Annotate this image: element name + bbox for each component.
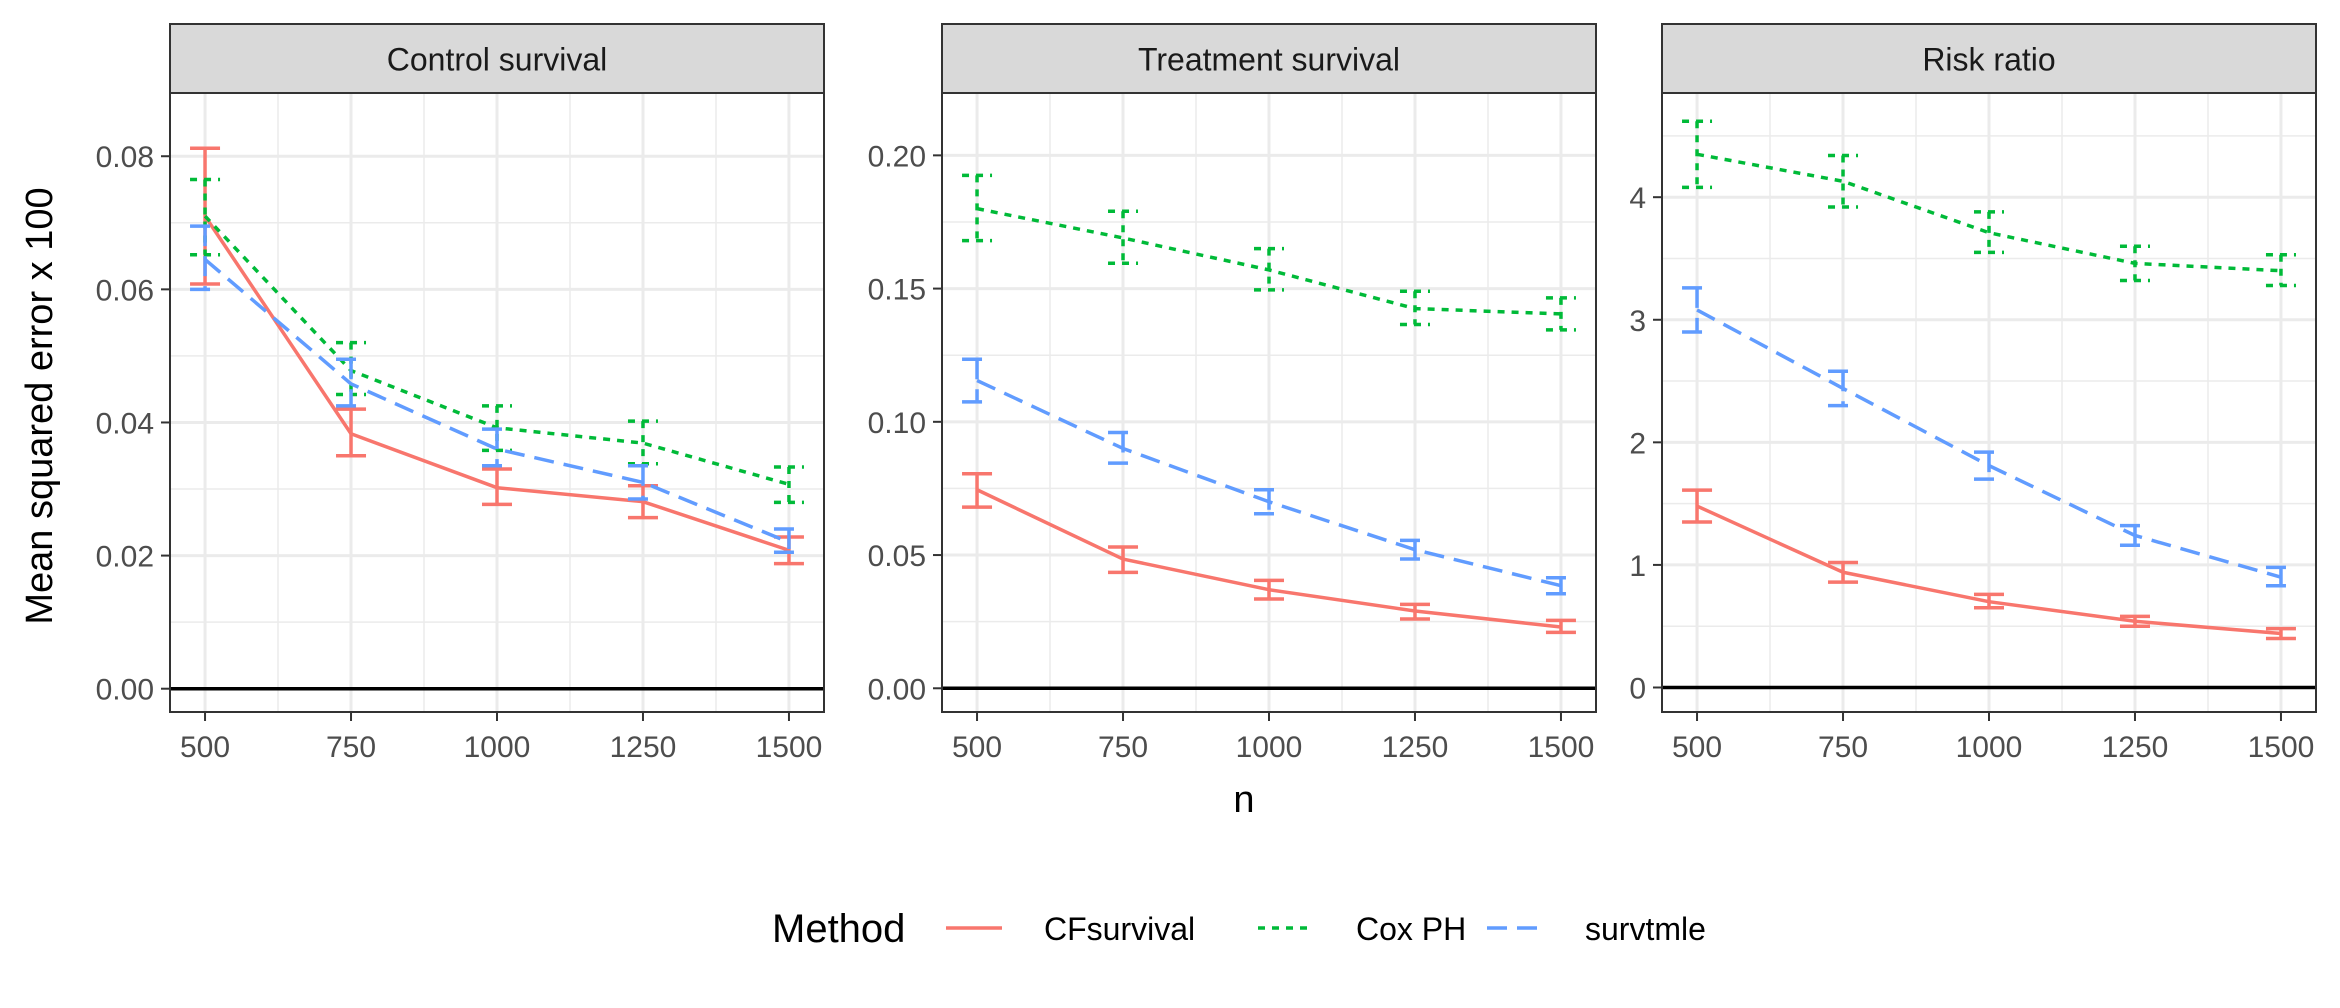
- legend-entries: CFsurvival Cox PH survtmle: [946, 911, 1706, 947]
- facet-title: Risk ratio: [1922, 42, 2055, 78]
- legend-entry-cfsurvival: CFsurvival: [946, 911, 1195, 947]
- y-tick-label: 0.08: [96, 141, 154, 174]
- error-bar: [190, 224, 221, 292]
- facet-title: Control survival: [387, 42, 608, 78]
- series-line: [203, 258, 790, 544]
- series-cfsurvival: [1682, 488, 2296, 641]
- y-tick-label: 0.10: [868, 407, 926, 440]
- facet-panel-1: Control survival 0.00 0.02 0.04 0.06 0.08 500 7…: [96, 23, 825, 764]
- y-tick-label: 0.20: [868, 140, 926, 173]
- y-tick-label: 0.06: [96, 274, 154, 307]
- error-bar: [627, 419, 658, 466]
- y-axis-label: Mean squared error x 100: [19, 187, 61, 624]
- series-survtmle: [962, 357, 1576, 596]
- facet-panels: Control survival 0.00 0.02 0.04 0.06 0.08 500 7…: [96, 23, 2317, 764]
- series-cfsurvival: [190, 146, 804, 566]
- series-line: [976, 488, 1562, 629]
- error-bar: [1682, 286, 1713, 334]
- x-tick-label: 1000: [1956, 731, 2023, 764]
- error-bar: [962, 357, 993, 404]
- series-line: [976, 206, 1562, 316]
- y-tick-label: 0.15: [868, 274, 926, 307]
- y-tick-label: 1: [1629, 550, 1646, 583]
- error-bar: [1545, 575, 1576, 596]
- x-tick-label: 750: [1818, 731, 1868, 764]
- x-tick-label: 1250: [610, 731, 677, 764]
- error-bar: [2265, 253, 2296, 288]
- error-bar: [482, 404, 512, 453]
- legend-label: CFsurvival: [1044, 911, 1195, 947]
- y-tick-label: 0.05: [868, 540, 926, 573]
- error-bar: [627, 463, 658, 501]
- error-bar: [773, 527, 804, 555]
- error-bar: [1108, 209, 1139, 266]
- y-tick-label: 0.04: [96, 407, 154, 440]
- x-tick-label: 1250: [1382, 731, 1449, 764]
- error-bar: [773, 465, 804, 505]
- x-tick-label: 1500: [2248, 731, 2315, 764]
- series-line: [976, 378, 1562, 588]
- x-tick-label: 1500: [756, 731, 823, 764]
- x-tick-label: 750: [1098, 731, 1148, 764]
- y-tick-label: 0: [1629, 672, 1646, 705]
- series-line: [203, 215, 790, 552]
- x-axis-label: n: [1233, 779, 1254, 821]
- facet-panel-3: Risk ratio 0 1 2 3 4 500 750 1000 1250 1500: [1629, 23, 2317, 764]
- error-bar: [1545, 296, 1576, 332]
- legend-label: Cox PH: [1356, 911, 1466, 947]
- facet-strip: [941, 23, 1597, 94]
- series-line: [1696, 504, 2282, 636]
- y-tick-label: 4: [1629, 182, 1646, 215]
- y-tick-label: 0.00: [96, 674, 154, 707]
- legend-label: survtmle: [1585, 911, 1706, 947]
- series-cox-ph: [962, 173, 1576, 332]
- x-tick-label: 1000: [1236, 731, 1303, 764]
- x-tick-label: 1250: [2102, 731, 2169, 764]
- x-tick-label: 500: [952, 731, 1002, 764]
- facet-strip: [169, 23, 825, 94]
- x-tick-label: 500: [1672, 731, 1722, 764]
- facet-panel-2: Treatment survival 0.00 0.05 0.10 0.15 0.20 50…: [868, 23, 1597, 764]
- legend: Method CFsurvival Cox PH survtmle: [772, 907, 1706, 951]
- y-tick-label: 2: [1629, 427, 1646, 460]
- facet-title: Treatment survival: [1138, 42, 1400, 78]
- y-tick-label: 0.02: [96, 541, 154, 574]
- facet-strip: [1661, 23, 2317, 94]
- x-tick-label: 1500: [1528, 731, 1595, 764]
- error-bar: [962, 173, 993, 243]
- legend-entry-cox-ph: Cox PH: [1258, 911, 1466, 947]
- x-tick-label: 750: [326, 731, 376, 764]
- series-line: [1696, 152, 2282, 273]
- error-bar: [1828, 153, 1859, 209]
- y-tick-label: 3: [1629, 305, 1646, 338]
- legend-title: Method: [772, 907, 905, 951]
- x-tick-label: 500: [180, 731, 230, 764]
- series-survtmle: [1682, 286, 2296, 588]
- y-tick-label: 0.00: [868, 673, 926, 706]
- x-tick-label: 1000: [464, 731, 531, 764]
- series-line: [1696, 308, 2282, 579]
- error-bar: [1974, 210, 2004, 255]
- error-bar: [482, 427, 512, 468]
- legend-entry-survtmle: survtmle: [1487, 911, 1706, 947]
- series-cfsurvival: [962, 472, 1576, 635]
- series-cox-ph: [1682, 119, 2296, 288]
- error-bar: [1399, 538, 1430, 561]
- series-survtmle: [190, 224, 804, 555]
- error-bar: [336, 357, 367, 408]
